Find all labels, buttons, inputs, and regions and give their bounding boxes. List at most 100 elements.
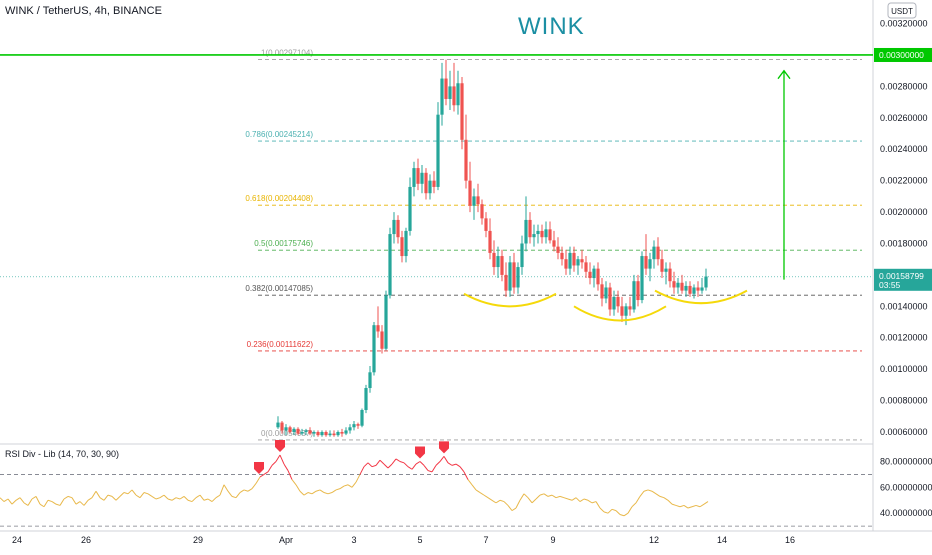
candle-body	[480, 204, 484, 219]
rsi-line-segment	[515, 500, 521, 509]
target-price-badge: 0.00300000	[874, 47, 932, 62]
candle	[400, 230, 404, 263]
candle	[592, 265, 596, 288]
time-tick-label: 3	[351, 535, 356, 545]
rsi-line-segment	[659, 495, 665, 499]
fibonacci-retracement[interactable]: 1(0.00297104) 0.786(0.00245214) 0.618(0.00…	[245, 49, 862, 441]
candle-body	[432, 180, 436, 187]
candle-body	[596, 268, 600, 285]
candle	[508, 256, 512, 297]
candle	[524, 196, 528, 252]
rsi-line-segment	[119, 492, 125, 497]
rsi-line-segment	[215, 494, 221, 499]
rsi-line-segment	[607, 508, 613, 514]
rsi-line-segment	[387, 463, 393, 469]
candle-body	[660, 259, 664, 272]
rsi-line-segment	[27, 498, 33, 506]
rsi-divergence-flag	[415, 446, 425, 459]
curve-left[interactable]	[463, 292, 557, 308]
candle-body	[532, 234, 536, 238]
candle	[636, 274, 640, 307]
candle	[688, 281, 692, 297]
price-tick-label: 0.00240000	[880, 144, 928, 154]
rsi-line-segment	[527, 497, 533, 504]
rsi-line-segment	[47, 499, 53, 503]
rsi-line-segment	[79, 501, 85, 506]
rsi-line-segment	[247, 488, 253, 492]
candle	[548, 221, 552, 244]
price-tick-label: 0.00140000	[880, 301, 928, 311]
rsi-line-segment	[7, 498, 13, 505]
rsi-line-segment	[135, 494, 141, 499]
candle	[436, 102, 440, 191]
rsi-line-segment	[171, 497, 177, 501]
fib-level-label: 0.786(0.00245214)	[245, 130, 313, 139]
rsi-line-segment	[583, 498, 589, 501]
rsi-line-segment	[355, 474, 361, 483]
rsi-line-segment	[359, 466, 365, 475]
rsi-line-segment	[63, 495, 69, 500]
candle	[660, 249, 664, 279]
price-tick-label: 0.00080000	[880, 396, 928, 406]
candle	[572, 246, 576, 272]
rsi-divergence-marker	[439, 441, 449, 454]
curve-middle[interactable]	[573, 305, 667, 322]
candle-body	[572, 252, 576, 266]
candle-body	[528, 219, 532, 238]
candle	[288, 425, 292, 434]
rsi-line-segment	[211, 497, 217, 502]
rsi-line-segment	[483, 494, 489, 499]
candle-body	[580, 259, 584, 263]
time-tick-label: Apr	[279, 535, 293, 545]
candle	[276, 416, 280, 429]
candle-body	[336, 432, 340, 436]
candle	[608, 282, 612, 316]
candle	[388, 227, 392, 299]
rsi-line-segment	[311, 490, 317, 495]
rsi-line-segment	[623, 512, 629, 517]
candle-body	[376, 325, 380, 332]
candle	[332, 430, 336, 437]
candle	[344, 427, 348, 436]
candle	[324, 430, 328, 437]
rsi-line-segment	[595, 501, 601, 509]
candle	[616, 290, 620, 313]
candle-body	[664, 268, 668, 272]
candle	[320, 430, 324, 437]
rsi-line-segment	[463, 471, 469, 480]
rsi-line-segment	[599, 507, 605, 513]
candle	[292, 427, 296, 436]
candle-body	[544, 229, 548, 238]
rsi-line-segment	[83, 499, 89, 506]
rsi-divergence-flag	[254, 462, 264, 475]
rsi-line-segment	[19, 497, 25, 504]
rsi-line-segment	[275, 454, 281, 462]
candle-body	[452, 86, 456, 106]
candle-body	[564, 259, 568, 269]
candle-body	[576, 259, 580, 266]
candle-body	[640, 256, 644, 301]
rsi-line-segment	[575, 497, 581, 502]
candle	[416, 158, 420, 191]
candle-body	[468, 180, 472, 206]
candle	[704, 268, 708, 291]
rsi-line-segment	[55, 503, 61, 506]
candle	[296, 427, 300, 436]
candle-body	[516, 267, 520, 288]
rsi-line-segment	[175, 497, 181, 500]
candle-body	[380, 331, 384, 349]
candle-body	[688, 285, 692, 294]
currency-label: USDT	[891, 7, 913, 16]
rsi-line-segment	[639, 490, 645, 497]
candle	[584, 256, 588, 279]
rsi-line-segment	[271, 461, 277, 466]
candle	[432, 171, 436, 194]
rsi-line-segment	[107, 494, 113, 497]
candle-body	[332, 433, 336, 436]
currency-badge[interactable]: USDT	[887, 2, 917, 19]
currency-badge-box	[887, 2, 917, 19]
curve-right[interactable]	[654, 289, 748, 305]
rsi-line-segment	[523, 493, 529, 499]
